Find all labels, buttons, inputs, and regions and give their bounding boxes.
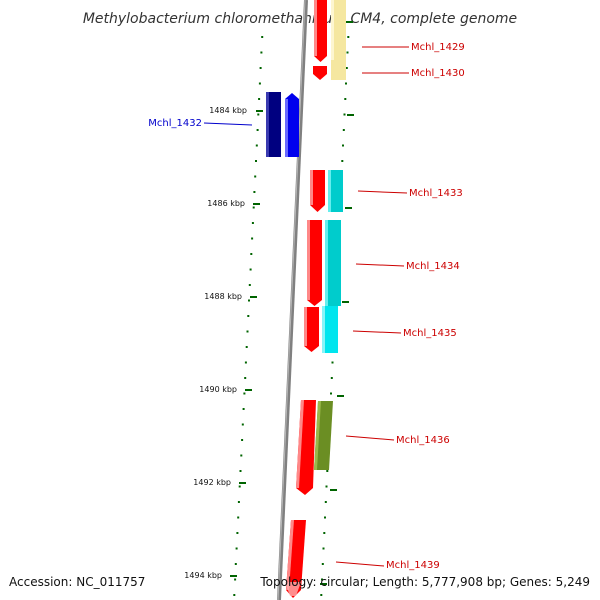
scale-tick: 1494 kbp xyxy=(184,571,237,580)
track-dot xyxy=(324,501,327,503)
track-dot xyxy=(234,563,237,565)
tick-label: 1486 kbp xyxy=(207,199,245,208)
track-dot xyxy=(258,98,261,100)
gene-label: Mchl_1433 xyxy=(409,188,463,199)
genome-axis-highlight xyxy=(277,0,306,600)
track-dot xyxy=(345,82,347,85)
track-dot xyxy=(259,67,262,69)
gene-mchl-1434[interactable]: Mchl_1434 xyxy=(307,220,460,306)
track-dot xyxy=(254,175,257,178)
genome-axis xyxy=(277,0,308,600)
track-dot xyxy=(257,113,260,116)
track-dot xyxy=(233,594,236,596)
scale-tick: 1492 kbp xyxy=(193,478,246,487)
tick-label: 1494 kbp xyxy=(184,571,222,580)
gene-mchl-1433[interactable]: Mchl_1433 xyxy=(310,170,463,212)
track-dot xyxy=(321,563,324,565)
track-dot xyxy=(252,206,255,209)
track-dot xyxy=(250,253,253,255)
track-dot xyxy=(256,129,259,131)
gene-mchl-1429[interactable]: Mchl_1429 xyxy=(314,0,465,62)
gene-label: Mchl_1429 xyxy=(411,42,465,53)
track-dot xyxy=(342,144,344,147)
gene-label: Mchl_1430 xyxy=(411,68,465,79)
track-dot xyxy=(248,299,250,302)
tick-label: 1484 kbp xyxy=(209,106,247,115)
track-dot xyxy=(322,547,325,550)
track-dot xyxy=(239,470,242,472)
gene-label: Mchl_1436 xyxy=(396,435,450,446)
track-dot xyxy=(248,284,251,286)
gene-label: Mchl_1435 xyxy=(403,328,457,339)
scale-tick: 1484 kbp xyxy=(209,106,263,115)
track-dot xyxy=(331,361,334,364)
track-dot xyxy=(342,129,345,131)
gene-label: Mchl_1432 xyxy=(148,118,202,129)
accession-text: Accession: NC_011757 xyxy=(9,575,145,589)
tick-label: 1488 kbp xyxy=(204,292,242,301)
track-dot xyxy=(247,315,250,317)
track-dot xyxy=(347,36,350,38)
track-dot xyxy=(241,439,244,441)
track-dot xyxy=(341,160,344,162)
track-dot xyxy=(235,547,238,550)
genome-summary-text: Topology: circular; Length: 5,777,908 bp… xyxy=(259,575,590,589)
track-dot xyxy=(253,191,256,193)
scale-tick: 1490 kbp xyxy=(199,385,252,394)
track-dot xyxy=(345,67,348,69)
track-dot xyxy=(242,408,245,410)
tick-label: 1490 kbp xyxy=(199,385,237,394)
gene-mchl-1439[interactable]: Mchl_1439 xyxy=(285,520,440,598)
track-dot xyxy=(258,82,261,85)
gene-label: Mchl_1439 xyxy=(386,560,440,571)
track-dot xyxy=(241,423,244,426)
track-dot xyxy=(245,346,248,348)
map-title: Methylobacterium chloromethanicum CM4, c… xyxy=(83,11,517,27)
track-dot xyxy=(238,485,241,488)
track-dot xyxy=(261,36,264,38)
gene-mchl-1432[interactable]: Mchl_1432 xyxy=(148,92,299,157)
tick-label: 1492 kbp xyxy=(193,478,231,487)
gene-label: Mchl_1434 xyxy=(406,261,460,272)
track-dot xyxy=(344,98,347,100)
track-dot xyxy=(346,51,349,54)
gene-mchl-1430[interactable]: Mchl_1430 xyxy=(313,60,465,80)
track-dot xyxy=(246,330,249,333)
track-dot xyxy=(255,144,258,147)
track-dot xyxy=(260,51,263,54)
track-dot xyxy=(236,532,239,534)
track-dot xyxy=(323,532,326,534)
track-dot xyxy=(320,594,323,596)
track-dot xyxy=(330,392,332,395)
track-dot xyxy=(240,454,243,457)
track-dot xyxy=(244,361,247,364)
scale-tick: 1486 kbp xyxy=(207,199,260,208)
scale-tick: 1488 kbp xyxy=(204,292,257,301)
track-dot xyxy=(249,268,252,271)
track-dot xyxy=(321,578,323,581)
track-dot xyxy=(234,578,237,581)
track-dot xyxy=(237,501,240,503)
track-dot xyxy=(255,160,257,162)
track-dot xyxy=(326,470,329,472)
right-scale-ticks xyxy=(320,21,354,585)
track-dot xyxy=(330,377,333,379)
track-dot xyxy=(237,516,240,519)
track-dot xyxy=(251,222,254,224)
track-dot xyxy=(251,237,254,240)
track-dot xyxy=(244,377,247,379)
track-dot xyxy=(324,516,326,519)
track-dot xyxy=(243,392,246,395)
gene-mchl-1435[interactable]: Mchl_1435 xyxy=(304,306,457,353)
track-dot xyxy=(343,113,346,116)
gene-mchl-1436[interactable]: Mchl_1436 xyxy=(296,400,450,495)
track-dot xyxy=(325,485,328,488)
